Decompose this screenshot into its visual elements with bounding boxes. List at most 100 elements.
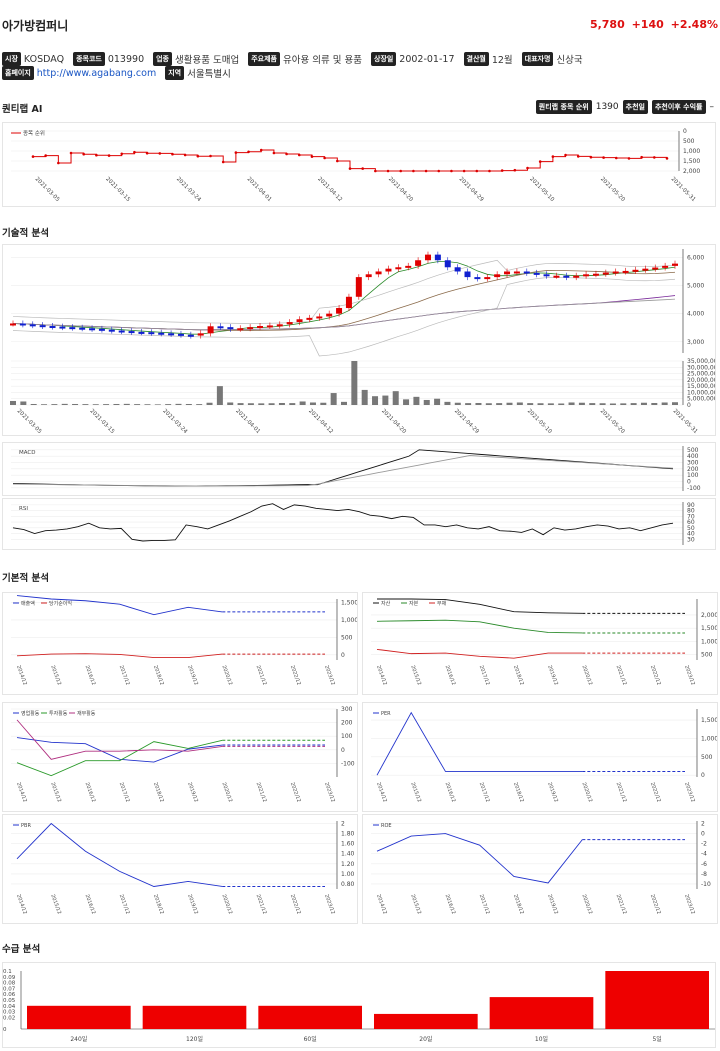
x-tick-label: 2018/12: [512, 894, 525, 916]
info-tag: 대표자명: [521, 52, 554, 66]
volume-bar: [403, 399, 410, 405]
candle: [207, 326, 214, 334]
x-tick-label: 240일: [70, 1035, 87, 1043]
y-tick-label: 100: [687, 472, 699, 479]
candle: [474, 277, 481, 280]
candle: [247, 327, 254, 330]
volume-bar: [527, 403, 534, 405]
x-tick-label: 2023/12: [683, 665, 696, 687]
candle: [533, 272, 540, 275]
y-tick-label: 0: [687, 402, 691, 409]
y-tick-label: 200: [341, 720, 353, 727]
volume-bar: [537, 403, 544, 405]
sales-chart: 0 500 1,000 1,500 매출액 당기순이익 2014/12 2015/12 2016…: [11, 595, 358, 687]
y-tick-label: 500: [687, 447, 699, 454]
volume-bar: [444, 401, 451, 405]
x-tick-label: 2018/12: [512, 782, 525, 804]
volume-bar: [423, 399, 430, 405]
section-title-technical: 기술적 분석: [2, 228, 50, 239]
x-tick-label: 2022/12: [649, 894, 662, 916]
volume-bar: [516, 402, 523, 405]
y-tick-label: 0.02: [3, 1015, 15, 1021]
x-tick-label: 2021/12: [615, 665, 628, 687]
info-tag: 결산월: [463, 52, 489, 66]
return-tag: 추천이후 수익률: [651, 100, 706, 114]
x-tick-label: 2016/12: [84, 665, 97, 687]
candle: [128, 331, 135, 334]
y-tick-label: 0: [341, 747, 345, 754]
x-tick-label: 20일: [419, 1035, 432, 1043]
x-tick-label: 2014/12: [375, 665, 388, 687]
x-tick-label: 2014/12: [375, 782, 388, 804]
legend-label: RSI: [19, 506, 28, 512]
section-title-supply: 수급 분석: [2, 944, 41, 955]
x-tick-label: 2018/12: [512, 665, 525, 687]
volume-bar: [661, 402, 668, 405]
homepage-link[interactable]: http://www.agabang.com: [36, 67, 157, 79]
x-tick-label: 2021-03-05: [16, 408, 43, 435]
roe-chart: -10 -8 -6 -4 -2 0 2 ROE 2014/12 2015/12 2016/12 201…: [371, 821, 711, 916]
candle: [504, 271, 511, 275]
macd-chart-panel: -100 0 100 200 300 400 500 MACD: [2, 442, 716, 496]
section-title-fundamental: 기본적 분석: [2, 573, 50, 584]
x-tick-label: 2022/12: [649, 665, 662, 687]
candle: [395, 267, 402, 270]
price-chart-panel: 3,000 4,000 5,000 6,000 05,000,00010,000,000…: [2, 244, 720, 436]
x-tick-label: 2015/12: [409, 894, 422, 916]
candle: [523, 271, 530, 274]
x-tick-label: 2015/12: [49, 665, 62, 687]
candle: [237, 328, 244, 331]
volume-bar: [651, 402, 658, 405]
x-tick-label: 2018/12: [152, 894, 165, 916]
x-tick-label: 2016/12: [444, 894, 457, 916]
x-tick-label: 2018/12: [152, 665, 165, 687]
y-tick-label: 30: [687, 536, 695, 543]
supply-chart-panel: 0 0.02 0.03 0.04 0.05 0.06 0.07 0.08 0.09 0.1 240일…: [2, 962, 716, 1048]
volume-bar: [506, 402, 513, 405]
roe-chart-panel: -10 -8 -6 -4 -2 0 2 ROE 2014/12 2015/12 2016/12 201…: [362, 814, 718, 924]
volume-bar: [92, 404, 99, 405]
candle: [652, 267, 659, 270]
volume-bar: [589, 403, 596, 405]
volume-bar: [568, 402, 575, 405]
y-tick-label: 1,500: [683, 158, 700, 165]
x-tick-label: 2021-03-24: [175, 176, 202, 203]
y-tick-label: 200: [687, 466, 699, 473]
volume-bar: [41, 404, 48, 405]
y-tick-label: 35,000,000: [687, 358, 715, 365]
volume-bar: [82, 404, 89, 405]
volume-bar: [465, 403, 472, 405]
volume-bar: [434, 398, 441, 405]
pbr-chart: 0.80 1.00 1.20 1.40 1.60 1.80 2 PBR 2014/12 2015/…: [11, 821, 355, 916]
volume-bar: [599, 403, 606, 405]
section-title-quantum: 퀀티랩 AI: [2, 104, 43, 115]
per-chart-panel: 0 500 1,000 1,500 PER 2014/12 2015/12 2016/12 20…: [362, 702, 718, 812]
x-tick-label: 2020/12: [580, 894, 593, 916]
info-row-1: 시장 KOSDAQ 종목코드 013990 업종 생활용품 도매업 주요제품 유아용 의류 및…: [2, 52, 589, 66]
y-tick-label: 80: [687, 508, 695, 515]
x-tick-label: 2021-05-31: [670, 176, 697, 203]
candle: [187, 334, 194, 337]
y-tick-label: -2: [701, 841, 707, 848]
y-tick-label: 2: [341, 821, 345, 828]
x-tick-label: 2021-04-29: [453, 408, 480, 435]
legend-label: MACD: [19, 450, 36, 456]
y-tick-label: 5,000: [687, 283, 704, 290]
volume-bar: [578, 402, 585, 405]
info-tag: 홈페이지: [2, 66, 34, 80]
y-tick-label: 100: [341, 733, 353, 740]
legend-label: ROE: [381, 823, 392, 829]
x-tick-label: 2021/12: [615, 782, 628, 804]
volume-bar: [609, 403, 616, 405]
y-tick-label: 0.04: [3, 1004, 16, 1010]
candle: [355, 277, 362, 297]
info-tag: 시장: [2, 52, 21, 66]
volume-bar: [268, 403, 275, 405]
x-tick-label: 120일: [186, 1035, 203, 1043]
supply-chart: 0 0.020.030.040.050.060.070.080.090.1 240일…: [3, 969, 715, 1043]
candle: [345, 296, 352, 309]
y-tick-label: 500: [701, 754, 713, 761]
candle: [415, 260, 422, 266]
candle: [602, 272, 609, 275]
info-value: 2002-01-17: [399, 53, 455, 65]
